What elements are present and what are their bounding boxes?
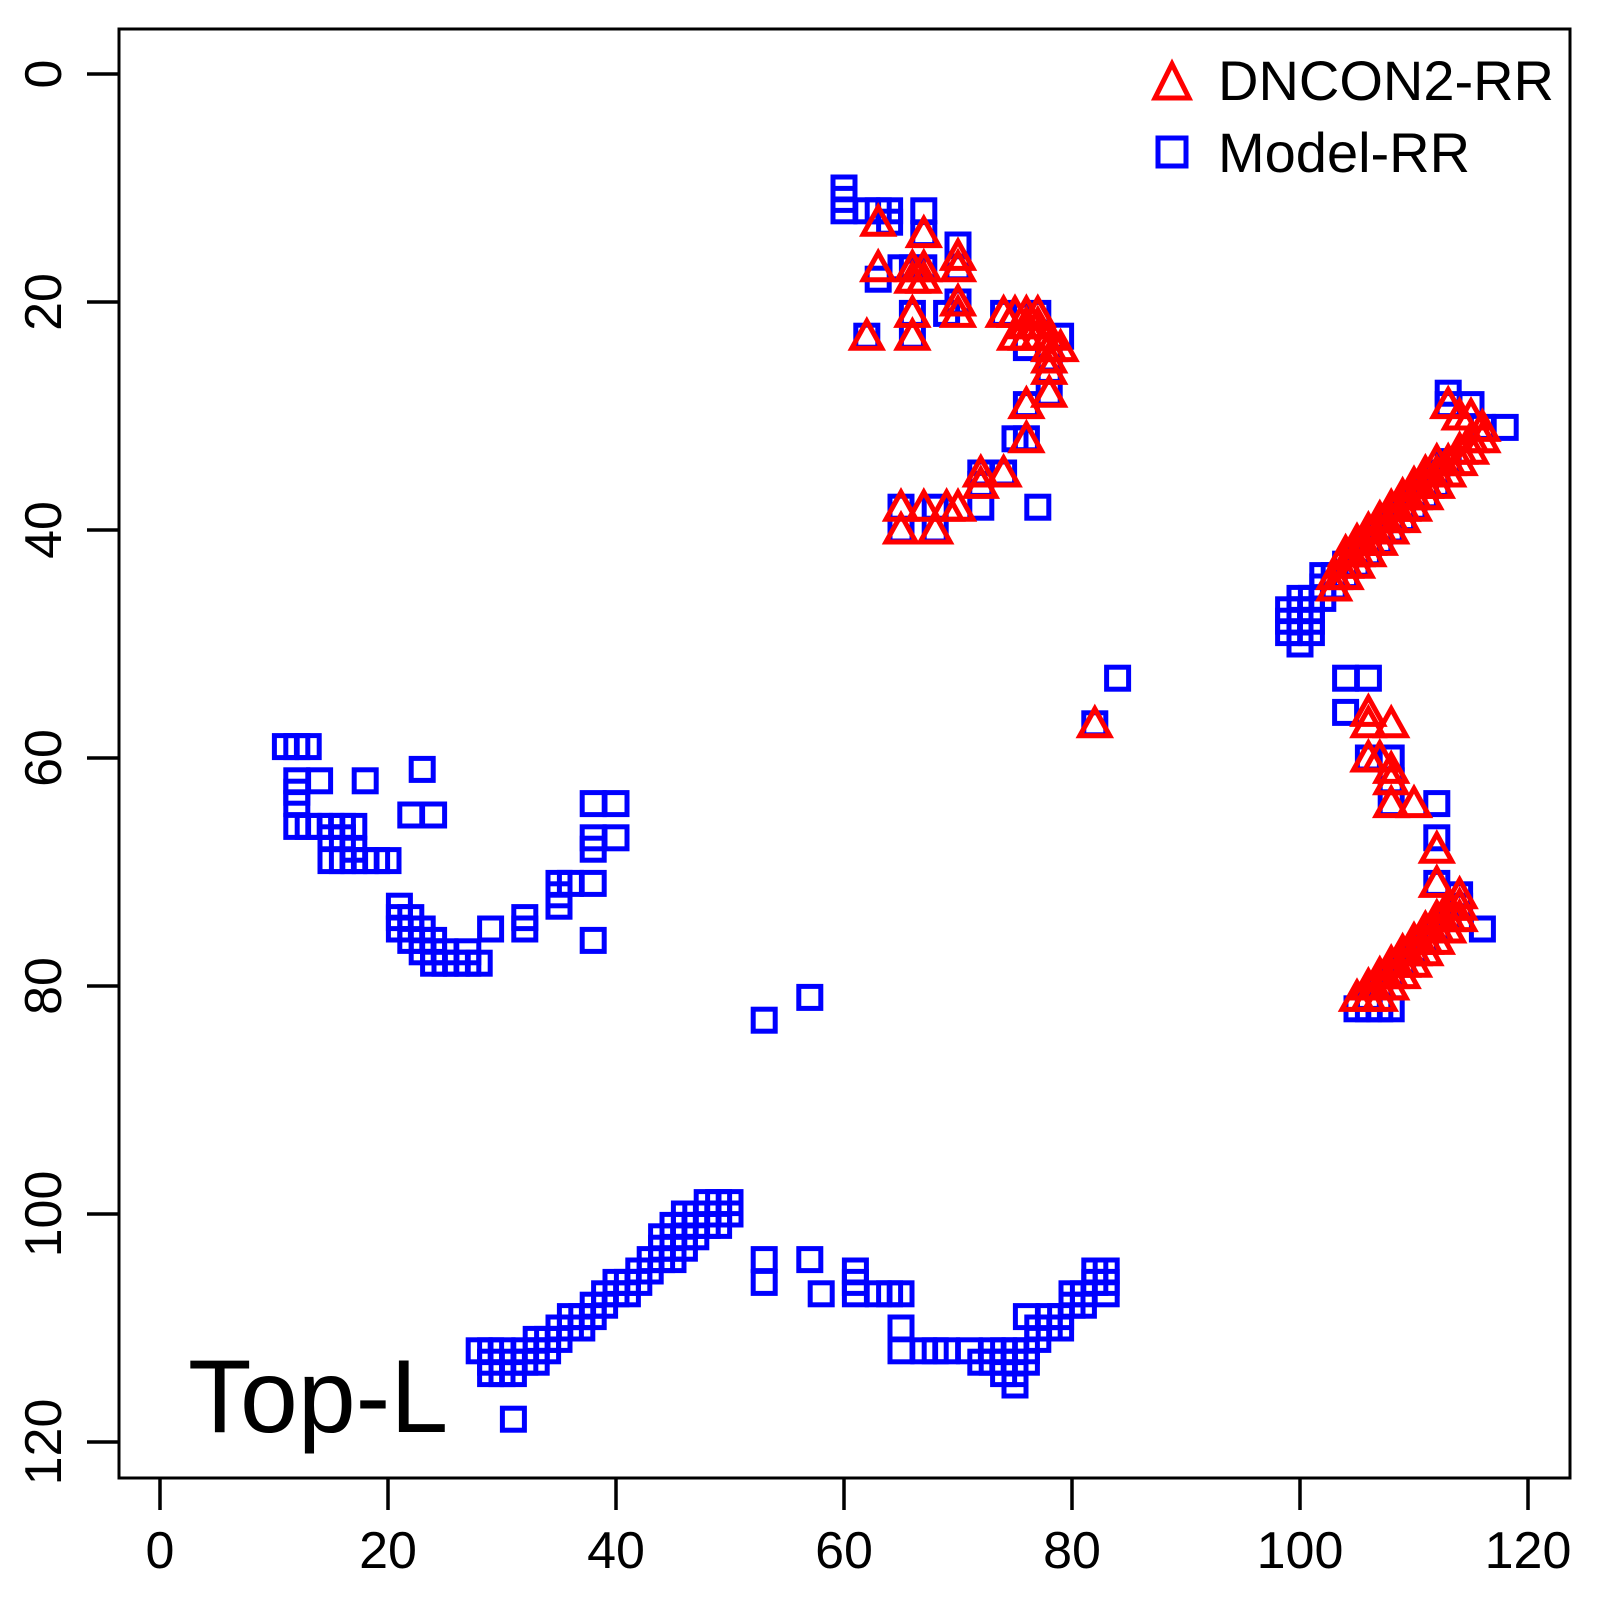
square-marker [750, 1268, 778, 1296]
square-marker [602, 824, 630, 852]
x-axis-tick-label: 120 [1485, 1522, 1572, 1580]
triangle-marker [961, 452, 1001, 488]
x-axis-tick-label: 0 [146, 1522, 175, 1580]
square-marker [579, 790, 607, 818]
square-marker [408, 755, 436, 783]
triangle-marker [1371, 783, 1411, 819]
square-marker [499, 1405, 527, 1433]
triangle-marker [1417, 863, 1457, 898]
y-axis-tick-label: 20 [15, 273, 73, 331]
square-marker [750, 1246, 778, 1274]
triangle-marker [1075, 703, 1115, 739]
square-marker [351, 767, 379, 795]
triangle-marker [904, 259, 944, 294]
triangle-marker [927, 487, 966, 522]
square-marker-icon [1155, 135, 1189, 169]
square-marker [579, 835, 607, 863]
y-axis-tick-label: 0 [15, 60, 73, 89]
square-marker [1092, 1280, 1120, 1308]
triangle-marker [1463, 418, 1502, 454]
x-axis-tick-label: 40 [587, 1522, 645, 1580]
square-marker [796, 1246, 824, 1274]
x-axis-tick-label: 60 [815, 1522, 873, 1580]
square-marker [750, 1006, 778, 1034]
triangle-marker [1394, 783, 1434, 819]
square-marker [397, 801, 425, 829]
x-axis-tick-label: 80 [1043, 1522, 1101, 1580]
legend-label-model: Model-RR [1218, 120, 1471, 184]
square-marker [887, 1337, 915, 1365]
triangle-marker [915, 509, 955, 545]
legend-item-model: Model-RR [1148, 120, 1554, 184]
triangle-marker [847, 316, 887, 351]
square-marker [887, 1314, 915, 1342]
y-axis-tick-label: 100 [15, 1171, 73, 1258]
triangle-marker [1349, 703, 1388, 739]
triangle-marker [858, 247, 898, 283]
triangle-marker [904, 213, 944, 249]
triangle-marker [1007, 418, 1046, 454]
triangle-marker [938, 236, 978, 271]
triangle-marker [881, 509, 921, 545]
triangle-marker [984, 452, 1023, 488]
square-marker [545, 892, 573, 920]
triangle-marker [938, 293, 978, 328]
y-axis-tick-label: 80 [15, 957, 73, 1015]
triangle-marker [1029, 338, 1069, 374]
square-marker [602, 790, 630, 818]
triangle-marker [1029, 373, 1069, 408]
triangle-marker-icon [1150, 58, 1194, 101]
legend: DNCON2-RR Model-RR [1148, 50, 1554, 183]
square-marker [1286, 630, 1314, 658]
square-marker [579, 869, 607, 897]
square-marker [465, 949, 493, 977]
square-marker [1332, 664, 1360, 692]
y-axis-tick-label: 120 [15, 1399, 73, 1486]
legend-label-dncon2: DNCON2-RR [1218, 49, 1554, 112]
square-marker [420, 801, 448, 829]
triangle-marker [1360, 977, 1400, 1012]
triangle-marker [1349, 692, 1388, 727]
square-marker [294, 733, 322, 761]
square-marker [374, 847, 402, 875]
square-marker [477, 915, 505, 943]
square-marker [796, 983, 824, 1011]
triangle-marker [893, 316, 932, 351]
triangle-marker [1371, 749, 1411, 784]
square-marker [306, 767, 334, 795]
triangle-marker [1371, 703, 1411, 739]
square-marker [579, 926, 607, 954]
plot-corner-label: Top-L [188, 1339, 449, 1455]
square-marker [1024, 493, 1052, 521]
triangle-marker [904, 487, 944, 522]
x-axis-tick-label: 20 [359, 1522, 417, 1580]
triangle-marker [1417, 829, 1457, 864]
y-axis-tick-label: 60 [15, 729, 73, 787]
square-marker [1104, 664, 1132, 692]
y-axis-tick-label: 40 [15, 501, 73, 559]
triangle-marker [938, 247, 978, 283]
legend-item-dncon2: DNCON2-RR [1148, 50, 1554, 112]
square-marker [1423, 824, 1451, 852]
square-marker [1423, 790, 1451, 818]
square-marker [705, 1189, 733, 1217]
x-axis-tick-label: 100 [1257, 1522, 1344, 1580]
square-marker [807, 1280, 835, 1308]
square-marker [511, 915, 539, 943]
triangle-marker [858, 202, 898, 237]
square-marker [1354, 664, 1382, 692]
triangle-marker [1007, 384, 1046, 420]
triangle-marker [938, 281, 978, 317]
square-marker [1491, 413, 1519, 441]
triangle-marker [1451, 395, 1491, 431]
square-marker [887, 1280, 915, 1308]
square-marker [1332, 698, 1360, 726]
square-marker [1001, 1371, 1029, 1399]
